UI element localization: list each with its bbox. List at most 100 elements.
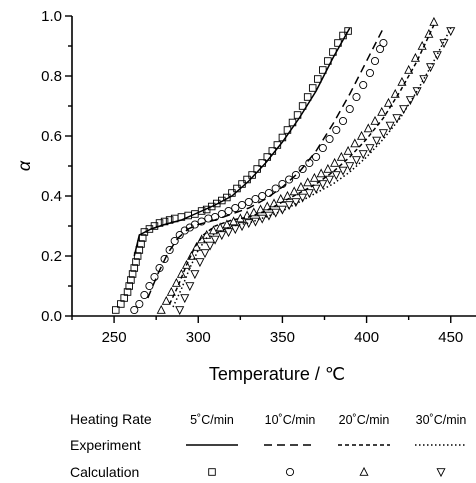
y-tick-label: 0.8 [41,68,62,85]
calculation-point [132,258,140,266]
calculation-point [345,162,355,172]
calculation-point [200,249,210,259]
calculation-point [334,39,342,47]
calculation-point [359,80,368,90]
calculation-point [250,217,261,227]
calculation-point [186,250,197,260]
calculation-point [125,282,133,290]
legend-marker-sample [359,466,369,476]
calculation-point [303,93,312,101]
calculation-point [130,305,139,315]
legend-rate-label: 10˚C/min [265,413,316,427]
x-tick-label: 450 [438,329,463,346]
calculation-point [278,179,287,189]
calculation-point [185,282,195,292]
calculation-point [190,220,199,229]
calculation-point [329,48,337,56]
calculation-point [123,288,132,296]
calculation-point [145,281,154,291]
calculation-point [268,147,277,155]
calculation-point [331,171,341,181]
calculation-point [298,102,307,110]
calculation-point [165,245,174,255]
calculation-point [138,234,147,242]
calculation-point [140,290,149,300]
calculation-point [429,16,439,26]
y-tick-label: 0.6 [41,128,62,145]
calculation-point [205,241,215,251]
y-axis: 0.0 0.2 0.4 0.6 0.8 1.0 [41,8,73,325]
x-tick-label: 350 [270,329,295,346]
series-1 [112,27,352,314]
y-tick-label: 0.4 [41,188,62,205]
calculation-point [379,38,388,48]
calculation-point [446,27,456,37]
calculation-point [365,68,375,78]
calculation-point [135,246,144,254]
calculation-point [356,130,367,140]
calculation-point [318,180,328,190]
calculation-point [375,44,385,54]
calculation-point [127,276,135,284]
calculation-point [278,133,287,142]
calculation-point [271,208,281,218]
calculation-point [243,175,251,184]
calculation-point [424,28,434,38]
calculation-point [130,264,139,272]
calculation-point [228,189,236,197]
calculation-point [410,52,420,62]
calculation-point [339,31,347,40]
calculation-point [176,268,186,278]
calculation-point [171,277,181,287]
calculation-point [309,172,319,182]
calculation-point [253,165,261,173]
calculation-point [370,115,380,125]
calculation-point [258,191,267,201]
legend-experiment-label: Experiment [70,437,141,453]
x-axis: 250 300 350 400 450 [71,315,476,346]
calculation-point [370,56,380,66]
calculation-point [249,207,259,217]
calculation-point [404,64,414,74]
calculation-point [311,184,321,194]
calculation-point [257,214,267,224]
calculation-point [262,201,272,211]
calculation-point [291,170,300,180]
calculation-point [244,197,253,207]
calculation-point [345,104,354,114]
calculation-point [426,63,436,73]
calculation-point [417,40,427,50]
legend-calculation-label: Calculation [70,464,139,480]
calculation-point [195,258,205,268]
calculation-point [325,134,334,144]
legend-marker-sample [436,468,446,478]
legend-header-label: Heating Rate [70,411,152,427]
calculation-point [197,207,206,215]
calculation-point [229,216,239,226]
calculation-point [397,76,407,86]
calculation-point [330,157,340,167]
calculation-point [378,129,388,139]
calculation-point [305,158,314,168]
calculation-point [271,184,280,193]
calculation-point [284,201,294,211]
calculation-point [224,228,234,238]
calculation-point [312,152,321,162]
calculation-point [325,175,335,185]
calculation-point [237,200,247,210]
calculation-point [319,66,327,74]
calculation-point [170,236,179,246]
calculation-point [372,136,382,146]
calculation-point [128,270,137,278]
calculation-point [233,184,241,193]
calculation-point [175,306,185,316]
calculation-point [165,216,174,224]
calculation-point [276,193,286,203]
calculation-point [385,121,395,131]
y-tick-label: 0.2 [41,248,62,265]
calculation-point [263,153,272,161]
calculation-point [133,252,142,260]
calculation-point [222,219,232,229]
calculation-point [269,198,279,208]
